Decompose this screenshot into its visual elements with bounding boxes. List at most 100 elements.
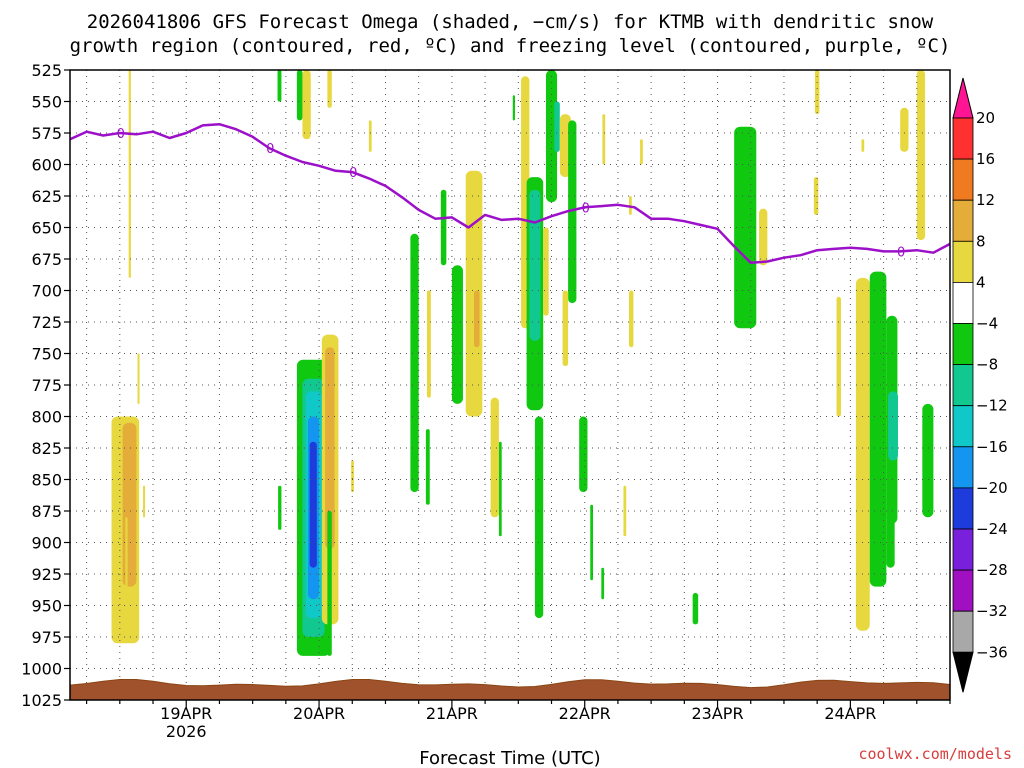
- terrain-layer: [70, 679, 950, 700]
- colorbar-label: −24: [976, 520, 1008, 538]
- omega-cell: [278, 485, 282, 530]
- chart-title-line-1: 2026041806 GFS Forecast Omega (shaded, −…: [87, 11, 934, 33]
- omega-cell: [568, 120, 577, 304]
- chart-title-line-2: growth region (contoured, red, ºC) and f…: [70, 35, 951, 57]
- omega-cell: [922, 403, 934, 518]
- y-tick-label: 1000: [21, 660, 62, 679]
- colorbar-label: 4: [976, 273, 986, 291]
- colorbar-segment: [952, 158, 974, 201]
- colorbar-segment: [952, 487, 974, 530]
- y-tick-label: 900: [31, 534, 62, 553]
- omega-cell: [861, 139, 865, 152]
- y-tick-label: 925: [31, 565, 62, 584]
- x-tick-label: 20APR: [293, 704, 345, 723]
- omega-cell: [900, 107, 909, 152]
- omega-cell: [888, 391, 898, 461]
- omega-cell: [692, 592, 699, 625]
- omega-cell: [813, 177, 819, 215]
- y-tick-label: 850: [31, 471, 62, 490]
- omega-cell: [143, 485, 146, 518]
- freezing-level-label: 0: [349, 166, 357, 181]
- colorbar-label: −12: [976, 397, 1008, 415]
- x-tick-label: 22APR: [559, 704, 611, 723]
- omega-cell: [997, 417, 1011, 518]
- omega-cell: [814, 70, 820, 115]
- colorbar-segment: [952, 364, 974, 407]
- colorbar-label: −32: [976, 602, 1008, 620]
- omega-cell: [855, 277, 870, 631]
- y-tick-label: 950: [31, 597, 62, 616]
- omega-cell: [426, 290, 431, 398]
- omega-cell: [410, 233, 419, 493]
- x-tick-label: 21APR: [426, 704, 478, 723]
- y-axis: 525 550 575 600 625 650 675 700 725 750 775 800 825 8…: [21, 61, 70, 710]
- omega-cell: [451, 265, 463, 404]
- colorbar-segment: [952, 117, 974, 160]
- omega-cell: [351, 460, 354, 493]
- y-tick-label: 625: [31, 187, 62, 206]
- omega-cell: [640, 139, 643, 165]
- omega-cell: [529, 189, 541, 341]
- colorbar-label: −20: [976, 479, 1008, 497]
- colorbar-segment: [952, 240, 974, 283]
- freezing-level-line: [70, 122, 950, 265]
- y-tick-label: 650: [31, 219, 62, 238]
- omega-cell: [122, 422, 137, 587]
- colorbar-label: 8: [976, 232, 986, 250]
- colorbar-segment: [952, 405, 974, 448]
- omega-cell: [512, 95, 515, 121]
- y-tick-label: 800: [31, 408, 62, 427]
- omega-cell: [759, 208, 768, 266]
- omega-cell: [490, 397, 499, 518]
- freezing-level-label: 0: [897, 245, 905, 260]
- freezing-level-label: 0: [266, 142, 274, 157]
- omega-shading-layer: [111, 70, 1011, 656]
- freezing-level-label: 0: [117, 127, 125, 142]
- colorbar-segment: [952, 199, 974, 242]
- omega-cell: [296, 70, 303, 121]
- y-tick-label: 600: [31, 156, 62, 175]
- credit-text: coolwx.com/models: [858, 745, 1012, 763]
- omega-cell: [836, 296, 841, 417]
- y-tick-label: 675: [31, 250, 62, 269]
- colorbar-label: −36: [976, 643, 1008, 661]
- omega-cell: [534, 416, 544, 619]
- colorbar-label: −4: [976, 315, 998, 333]
- colorbar-label: 12: [976, 191, 995, 209]
- omega-cell: [602, 114, 606, 165]
- colorbar-segment: [952, 323, 974, 365]
- y-tick-label: 975: [31, 628, 62, 647]
- colorbar-segment: [952, 569, 974, 612]
- colorbar-segment: [952, 610, 974, 653]
- omega-cell: [474, 290, 480, 348]
- x-tick-label: 23APR: [692, 704, 744, 723]
- colorbar-segment: [952, 446, 974, 489]
- colorbar-segment: [952, 281, 974, 324]
- omega-cell: [128, 70, 131, 278]
- omega-cell: [327, 70, 332, 108]
- y-tick-label: 700: [31, 282, 62, 301]
- omega-cell: [125, 517, 128, 593]
- colorbar-label: −28: [976, 561, 1008, 579]
- omega-cell: [309, 441, 317, 568]
- y-tick-label: 1025: [21, 691, 62, 710]
- colorbar-label: −8: [976, 356, 998, 374]
- omega-cell: [543, 227, 549, 316]
- omega-cell: [734, 126, 757, 329]
- y-tick-label: 575: [31, 124, 62, 143]
- terrain-band: [70, 679, 950, 700]
- omega-cell: [498, 441, 502, 537]
- y-tick-label: 725: [31, 313, 62, 332]
- colorbar: 20 16 12 8 4 −4 −8 −12 −16 −20 −24 −28 −32 −36: [952, 77, 1008, 693]
- x-tick-sublabel: 2026: [166, 722, 207, 741]
- colorbar-label: 16: [976, 150, 995, 168]
- x-tick-label: 24APR: [824, 704, 876, 723]
- omega-cell: [886, 517, 895, 568]
- omega-cell: [562, 290, 569, 367]
- colorbar-bottom-arrow: [952, 651, 974, 693]
- y-tick-label: 550: [31, 93, 62, 112]
- omega-cell: [628, 290, 634, 348]
- omega-cell: [327, 511, 332, 656]
